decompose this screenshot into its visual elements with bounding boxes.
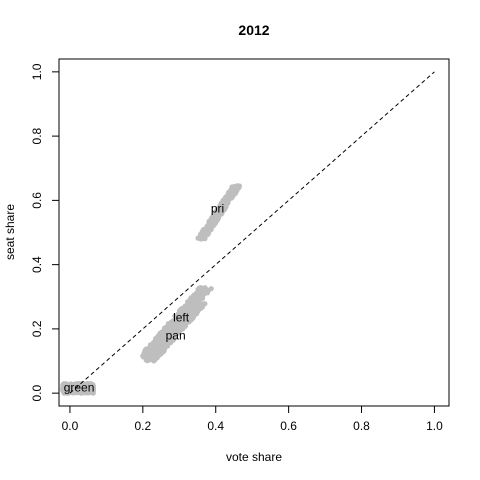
data-point	[176, 329, 182, 335]
point-clouds	[60, 183, 242, 396]
label-pan: pan	[166, 328, 186, 342]
data-point	[155, 333, 162, 339]
y-axis: 0.0 0.2 0.4 0.6 0.8 1.0	[30, 63, 60, 401]
diagonal-reference-line	[69, 71, 435, 394]
data-point	[61, 390, 67, 396]
cloud-pan	[143, 300, 208, 364]
data-point	[173, 324, 179, 330]
data-point	[195, 300, 201, 306]
y-axis-label: seat share	[3, 204, 17, 260]
data-point	[196, 304, 202, 311]
data-point	[191, 292, 197, 299]
data-point	[198, 288, 204, 294]
party-labels: pri left pan green	[64, 201, 225, 394]
y-tick-label: 0.4	[30, 256, 44, 273]
data-point	[224, 194, 230, 200]
data-point	[236, 183, 242, 189]
data-point	[153, 352, 159, 358]
data-point	[173, 314, 179, 320]
data-point	[195, 235, 201, 241]
data-point	[147, 357, 153, 363]
y-tick-label: 0.6	[30, 192, 44, 209]
data-point	[221, 199, 227, 205]
data-point	[202, 229, 208, 235]
data-point	[161, 325, 167, 331]
data-point	[167, 330, 173, 336]
x-tick-label: 1.0	[426, 419, 443, 433]
cloud-green	[60, 380, 97, 396]
data-point	[81, 384, 87, 390]
data-point	[182, 323, 188, 329]
data-point	[221, 205, 227, 211]
label-left: left	[173, 311, 190, 325]
data-point	[184, 313, 190, 319]
data-point	[212, 217, 218, 223]
x-tick-label: 0.6	[280, 419, 297, 433]
data-point	[208, 219, 214, 225]
data-point	[171, 336, 177, 342]
data-point	[200, 234, 206, 240]
data-point	[167, 321, 173, 327]
data-point	[63, 381, 69, 387]
data-point	[229, 184, 235, 190]
x-axis: 0.0 0.2 0.4 0.6 0.8 1.0	[62, 405, 443, 433]
data-point	[165, 340, 172, 346]
data-point	[204, 223, 210, 229]
label-green: green	[64, 381, 95, 395]
data-point	[161, 341, 167, 347]
label-pri: pri	[211, 201, 224, 215]
chart-title: 2012	[238, 22, 269, 38]
x-tick-label: 0.0	[62, 419, 79, 433]
x-tick-label: 0.4	[207, 419, 224, 433]
data-point	[188, 308, 195, 315]
x-axis-label: vote share	[226, 450, 282, 464]
data-point	[230, 192, 236, 198]
data-point	[154, 345, 160, 351]
data-point	[189, 304, 196, 310]
data-point	[176, 308, 183, 314]
data-point	[190, 314, 196, 320]
data-point	[67, 385, 73, 391]
y-tick-label: 0.8	[30, 127, 44, 144]
data-point	[86, 383, 92, 389]
y-tick-label: 0.2	[30, 320, 44, 337]
data-point	[203, 286, 209, 292]
y-tick-label: 1.0	[30, 63, 44, 80]
x-tick-label: 0.2	[134, 419, 151, 433]
data-point	[158, 351, 164, 357]
y-tick-label: 0.0	[30, 384, 44, 401]
data-point	[146, 345, 152, 352]
data-point	[159, 329, 165, 335]
cloud-pri	[195, 183, 242, 242]
data-point	[199, 293, 205, 299]
data-point	[182, 303, 188, 309]
x-tick-label: 0.8	[353, 419, 370, 433]
data-point	[217, 205, 223, 211]
